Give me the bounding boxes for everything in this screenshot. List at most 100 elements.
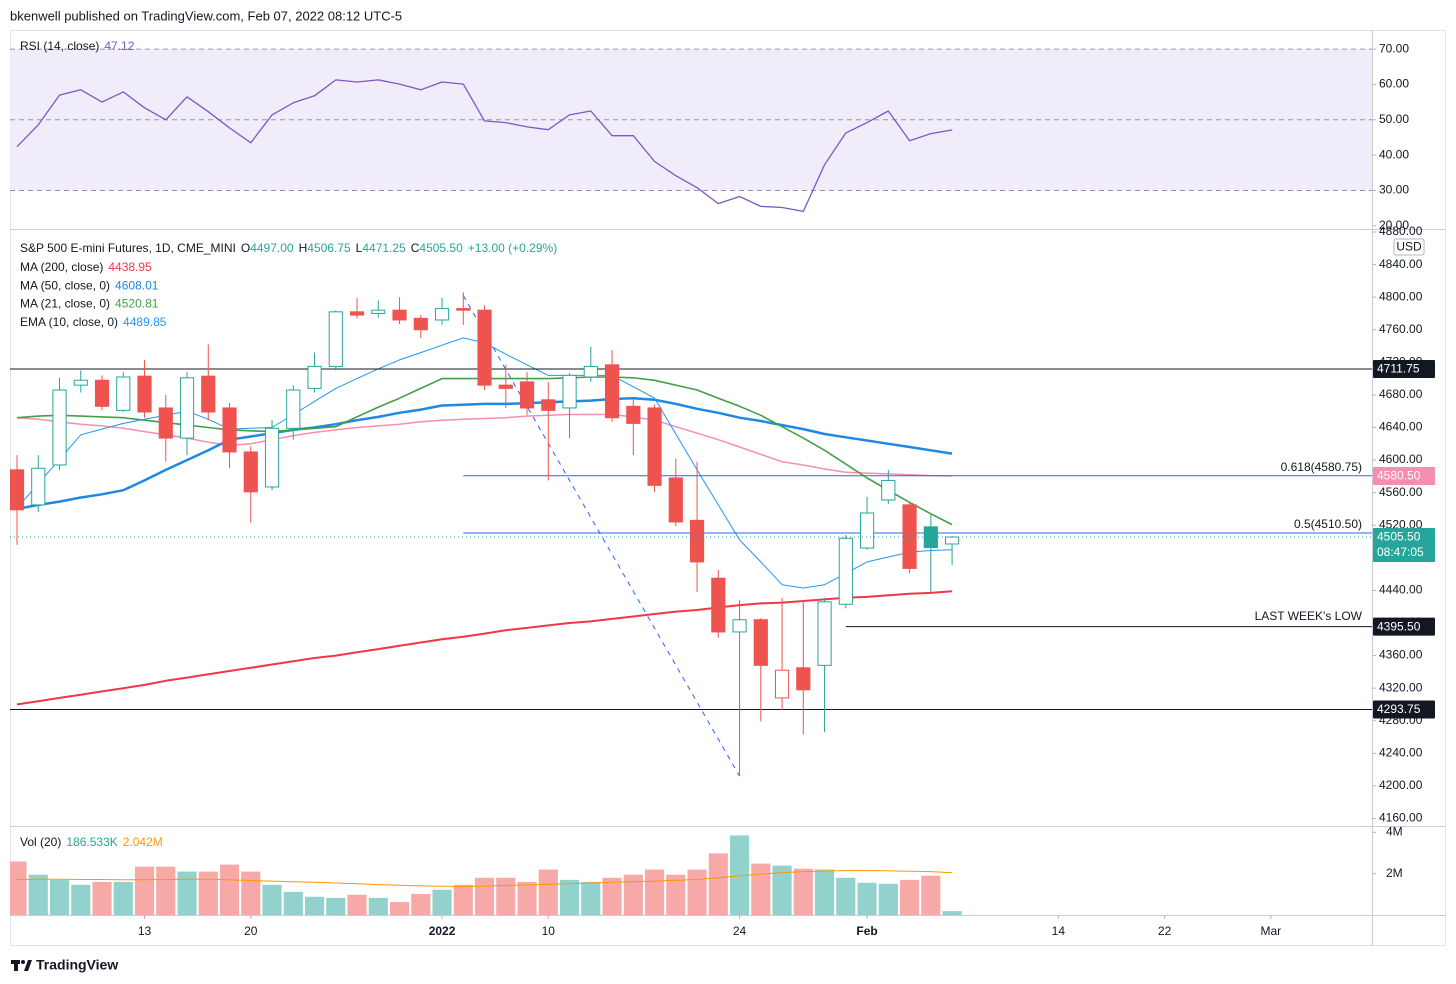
y-tick-label: 4680.00 bbox=[1379, 387, 1423, 401]
logo-part bbox=[21, 960, 25, 964]
volume-bar bbox=[793, 868, 813, 915]
candle-body bbox=[838, 537, 853, 605]
price-tag-label: 4505.50 bbox=[1377, 530, 1421, 544]
price-tag bbox=[1373, 617, 1435, 636]
candle-body bbox=[31, 467, 46, 506]
tradingview-logo bbox=[11, 960, 32, 971]
y-tick-label: 4880.00 bbox=[1379, 224, 1423, 238]
volume-bar bbox=[283, 891, 303, 915]
candle-body bbox=[52, 389, 67, 466]
y-tick-label: 4M bbox=[1386, 825, 1403, 839]
legend: RSI (14, close) 47.12 bbox=[20, 39, 135, 53]
x-tick-label: 20 bbox=[244, 924, 258, 938]
y-tick-label: 4520.00 bbox=[1379, 517, 1423, 531]
volume-bar bbox=[559, 879, 580, 915]
currency-box bbox=[1393, 238, 1425, 256]
candle-body bbox=[307, 365, 322, 389]
moving-average bbox=[16, 590, 953, 706]
y-tick-label: 4840.00 bbox=[1379, 257, 1423, 271]
volume-bar bbox=[262, 884, 282, 915]
price-tag bbox=[1373, 528, 1435, 563]
legend-value: 4489.85 bbox=[123, 315, 167, 329]
volume-bar bbox=[942, 911, 962, 915]
candle-body bbox=[413, 317, 428, 331]
volume-bar bbox=[411, 893, 431, 915]
legend-value: 4520.81 bbox=[115, 297, 159, 311]
price-tag-label: 4711.75 bbox=[1377, 362, 1420, 376]
price-tag bbox=[1373, 700, 1435, 719]
volume-bar bbox=[602, 877, 622, 915]
volume-bar bbox=[304, 896, 325, 915]
volume-bar bbox=[198, 871, 218, 915]
volume-bar bbox=[666, 874, 686, 915]
candle-body bbox=[562, 374, 577, 409]
y-tick-label: 4440.00 bbox=[1379, 583, 1423, 597]
y-tick-label: 4360.00 bbox=[1379, 648, 1423, 662]
rsi-line bbox=[16, 79, 953, 213]
candle-body bbox=[774, 669, 790, 699]
legend: MA (200, close) 4438.95 bbox=[20, 260, 152, 274]
volume-bar bbox=[28, 874, 48, 915]
candle-body bbox=[10, 469, 25, 511]
volume-bar bbox=[156, 866, 176, 915]
candle-body bbox=[201, 375, 216, 413]
candle-body bbox=[796, 667, 811, 691]
trend-line bbox=[462, 295, 740, 777]
ohlc-value: 4506.75 bbox=[307, 241, 351, 255]
volume-bar bbox=[687, 869, 707, 915]
legend-value: 186.533K bbox=[66, 835, 117, 849]
x-tick-label: 14 bbox=[1052, 924, 1066, 938]
y-tick-label: 2M bbox=[1386, 866, 1403, 880]
volume-bar bbox=[751, 863, 771, 915]
y-tick-label: 4600.00 bbox=[1379, 452, 1423, 466]
volume-bar bbox=[92, 881, 112, 915]
candle-body bbox=[689, 519, 705, 563]
legend-name: Vol (20) bbox=[20, 835, 61, 849]
volume-bar bbox=[708, 853, 728, 915]
y-tick-label: 4760.00 bbox=[1379, 322, 1423, 336]
volume-bar bbox=[49, 879, 70, 915]
logo-part bbox=[14, 960, 18, 971]
level-label: 0.5(4510.50) bbox=[1294, 517, 1362, 531]
volume-bar bbox=[389, 901, 410, 915]
candle-body bbox=[264, 427, 280, 488]
volume-ma bbox=[16, 870, 953, 887]
legend: MA (50, close, 0) 4608.01 bbox=[20, 278, 159, 292]
pane-plot: LAST WEEK's LOW 0.618(4580.75) 0.5(4510.50… bbox=[10, 292, 1372, 777]
ohlc-value: 4471.25 bbox=[362, 241, 406, 255]
volume-bar bbox=[857, 882, 877, 915]
candle-body bbox=[626, 405, 641, 424]
logo-part bbox=[24, 960, 32, 971]
candle-body bbox=[286, 389, 301, 429]
volume-bar bbox=[432, 889, 452, 915]
volume-bar bbox=[496, 877, 516, 915]
legend: S&P 500 E-mini Futures, 1D, CME_MINI O449… bbox=[20, 241, 557, 255]
y-tick-label: 4240.00 bbox=[1379, 745, 1423, 759]
volume-bar bbox=[326, 897, 346, 915]
candle-body bbox=[371, 309, 386, 314]
volume-bar bbox=[878, 883, 898, 915]
candle-body bbox=[881, 479, 896, 501]
countdown: 08:47:05 bbox=[1377, 545, 1424, 559]
currency: USD bbox=[1396, 240, 1422, 254]
volume-bar bbox=[772, 865, 792, 915]
candle-body bbox=[137, 375, 152, 413]
candle-body bbox=[328, 311, 343, 367]
x-tick-label: 22 bbox=[1158, 924, 1172, 938]
volume-bar bbox=[815, 869, 835, 915]
legend-value: 4608.01 bbox=[115, 278, 159, 292]
footer-brand: TradingView bbox=[36, 957, 118, 973]
ohlc-letter: H bbox=[299, 241, 308, 255]
y-tick-label: 70.00 bbox=[1379, 41, 1409, 55]
pane-plot bbox=[10, 835, 962, 915]
legend-title: S&P 500 E-mini Futures, 1D, CME_MINI bbox=[20, 241, 236, 255]
price-tag bbox=[1373, 466, 1435, 485]
y-tick-label: 4560.00 bbox=[1379, 485, 1423, 499]
legend: Vol (20) 186.533K 2.042M bbox=[20, 835, 163, 849]
volume-bar bbox=[368, 897, 388, 915]
price-tag bbox=[1373, 360, 1435, 379]
legend: MA (21, close, 0) 4520.81 bbox=[20, 297, 159, 311]
volume-bar bbox=[177, 871, 197, 915]
volume-bar bbox=[836, 877, 856, 915]
